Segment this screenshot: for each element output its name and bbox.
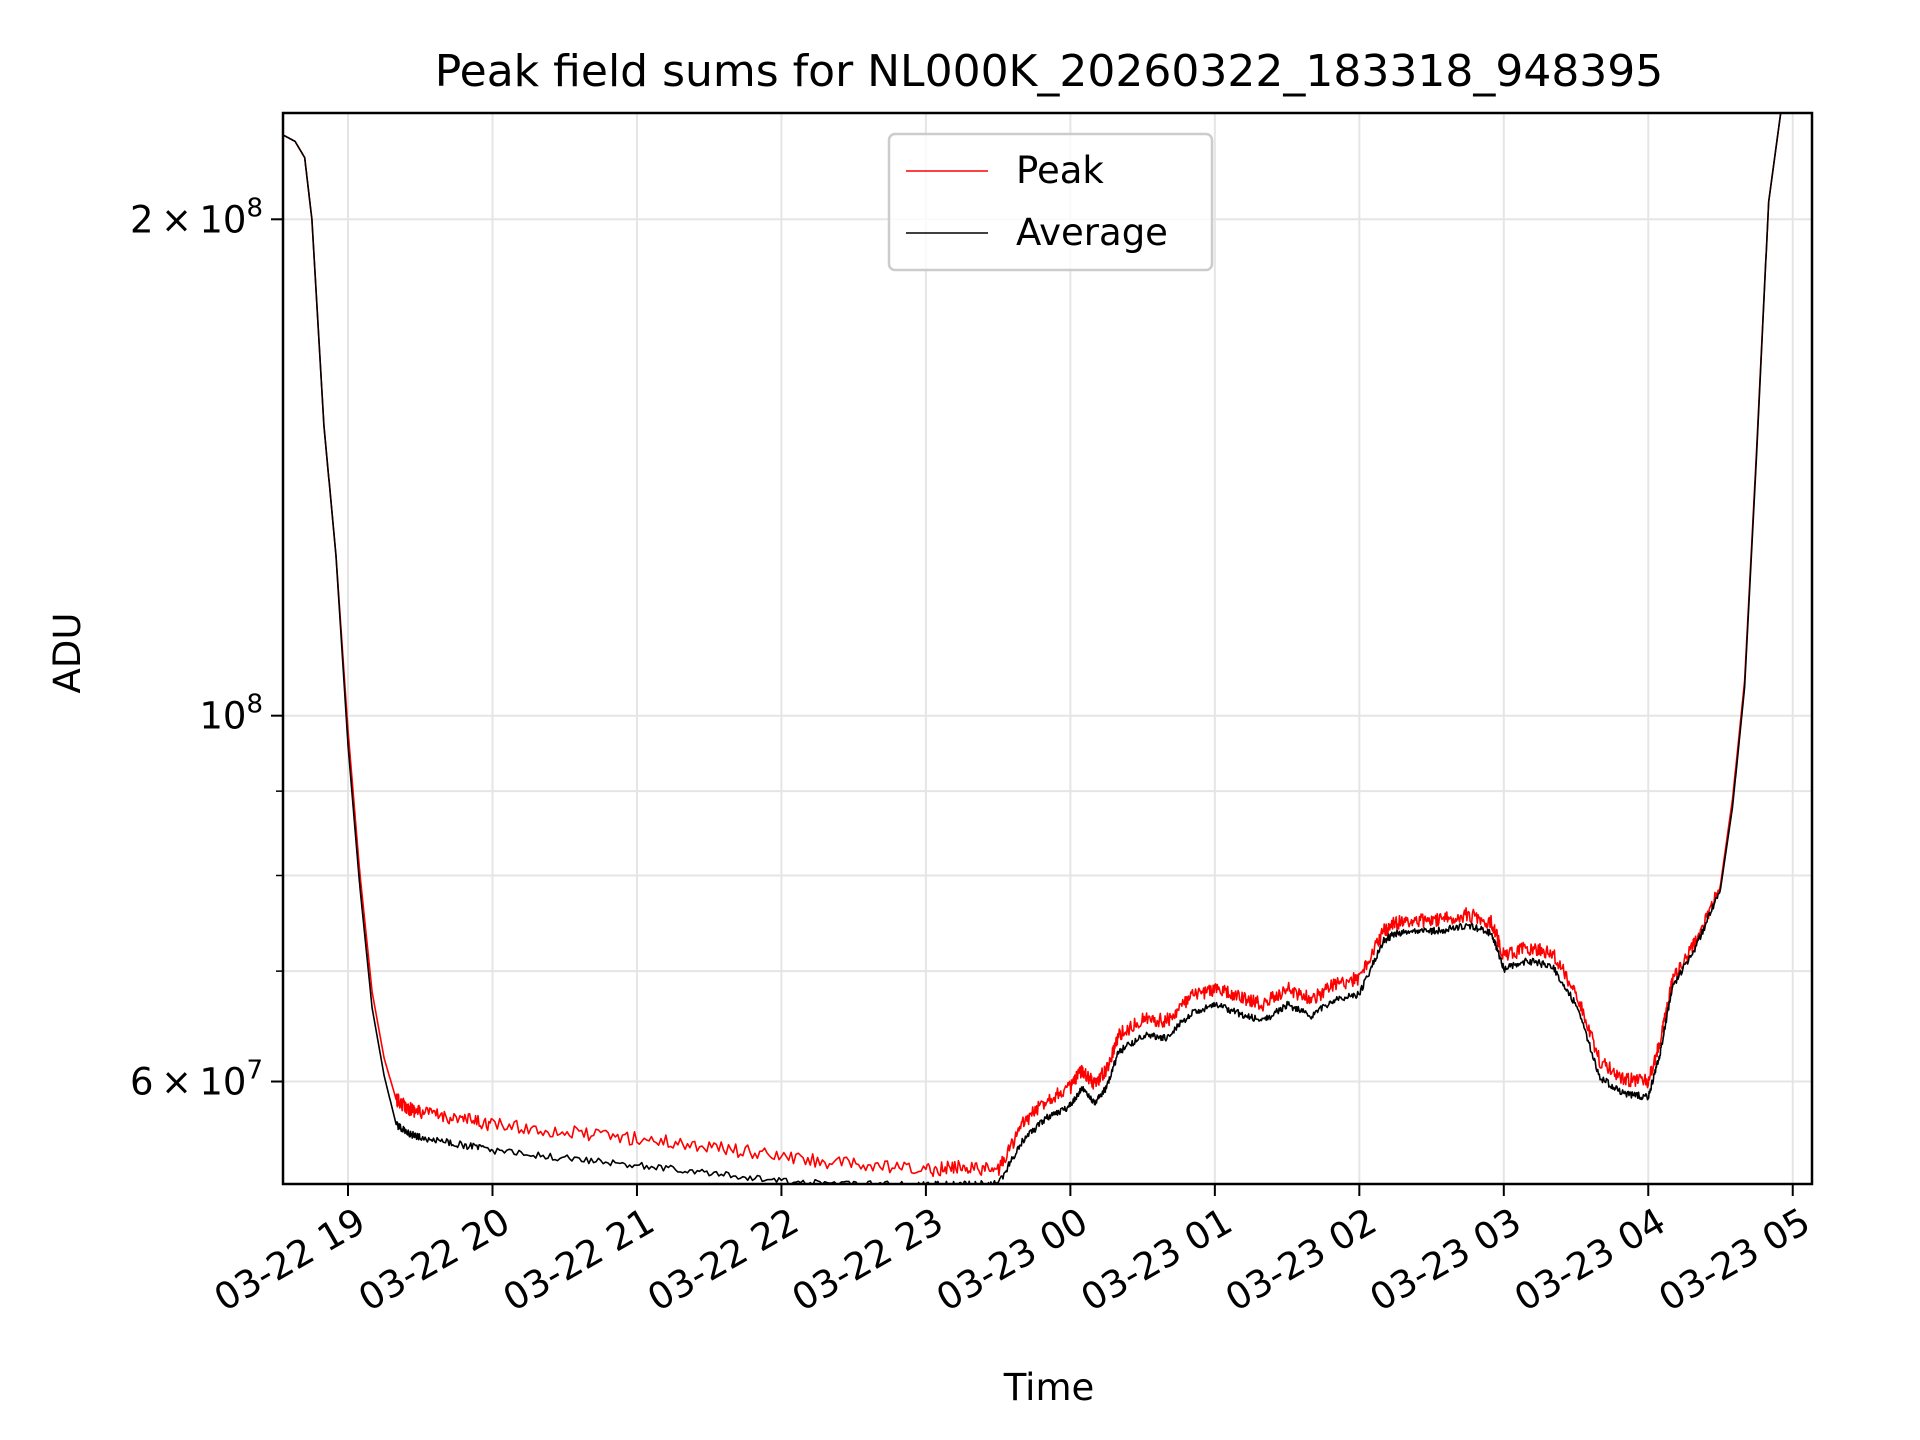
y-tick-label: 2 × 108 <box>130 193 263 241</box>
plot-frame <box>281 111 1814 1186</box>
series-line-peak <box>283 113 1782 1178</box>
y-tick-label: 108 <box>199 690 263 738</box>
legend-average-label: Average <box>1016 211 1168 254</box>
legend: Peak Average <box>887 132 1214 272</box>
x-axis-title: Time <box>1003 1366 1095 1409</box>
legend-peak-label: Peak <box>1016 149 1104 192</box>
chart-title: Peak field sums for NL000K_20260322_1833… <box>435 46 1664 97</box>
plot-lines <box>283 113 1782 1184</box>
grid <box>283 113 1812 1184</box>
y-axis: 6 × 107 108 2 × 108 <box>130 193 283 1104</box>
series-line-average <box>283 113 1782 1184</box>
y-axis-title: ADU <box>46 613 89 694</box>
y-tick-label: 6 × 107 <box>130 1056 263 1104</box>
legend-box <box>887 132 1214 272</box>
